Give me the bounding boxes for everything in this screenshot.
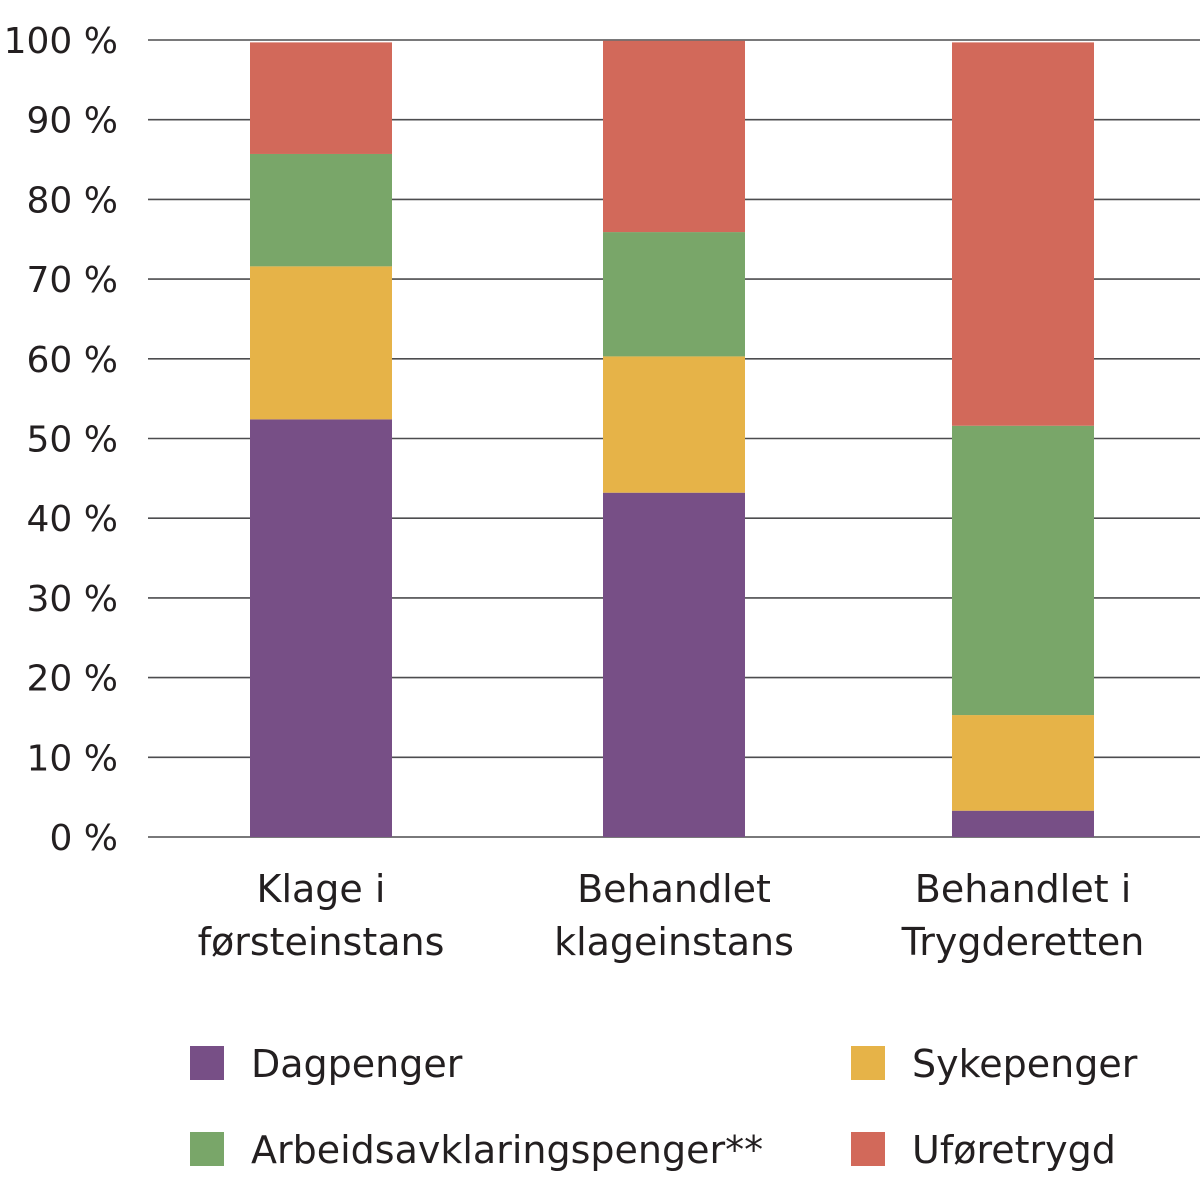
legend-label: Uføretrygd [912,1128,1116,1172]
bar-segment-arbeidsavklaringspenger- [250,153,392,267]
y-tick-label: 10 % [27,738,118,779]
legend-swatch [851,1046,885,1080]
legend-swatch [851,1132,885,1166]
legend-item: Sykepenger [851,1042,1138,1086]
bar-segment-dagpenger [603,492,745,837]
category-label: Klage i førsteinstans [198,867,445,964]
legend-item: Dagpenger [190,1042,463,1086]
bar-segment-uføretrygd [603,40,745,233]
legend-swatch [190,1132,224,1166]
legend-label: Sykepenger [912,1042,1138,1086]
y-tick-label: 20 % [27,659,118,700]
legend-label: Arbeidsavklaringspenger** [251,1128,763,1172]
y-tick-label: 0 % [49,818,118,859]
legend-swatch [190,1046,224,1080]
category-label: Behandlet i Trygderetten [901,867,1145,964]
y-tick-label: 40 % [27,499,118,540]
y-axis: 0 % 10 % 20 % 30 % 40 % 50 % 60 % 70 % 80 % 90 % 1… [4,21,118,859]
y-tick-label: 80 % [27,180,118,221]
bar-segment-dagpenger [952,810,1094,837]
legend-item: Arbeidsavklaringspenger** [190,1128,763,1172]
bar-segment-dagpenger [250,419,392,837]
bar-segment-sykepenger [603,356,745,493]
bar-segment-arbeidsavklaringspenger- [952,425,1094,716]
bar-segment-sykepenger [952,715,1094,811]
bar-segment-sykepenger [250,266,392,420]
y-tick-label: 50 % [27,420,118,461]
category-label: Behandlet klageinstans [554,867,794,964]
y-tick-label: 30 % [27,579,118,620]
bar-segment-arbeidsavklaringspenger- [603,232,745,357]
bar-segment-uføretrygd [952,42,1094,426]
y-tick-label: 70 % [27,260,118,301]
y-tick-label: 100 % [4,21,118,62]
legend-label: Dagpenger [251,1042,463,1086]
legend: Dagpenger Sykepenger Arbeidsavklaringspeng… [190,1042,1138,1172]
y-tick-label: 90 % [27,101,118,142]
x-axis: Klage i førsteinstans Behandlet klageinstan… [198,867,1145,964]
bar-segment-uføretrygd [250,42,392,154]
y-tick-label: 60 % [27,340,118,381]
legend-item: Uføretrygd [851,1128,1116,1172]
bars [250,40,1094,837]
